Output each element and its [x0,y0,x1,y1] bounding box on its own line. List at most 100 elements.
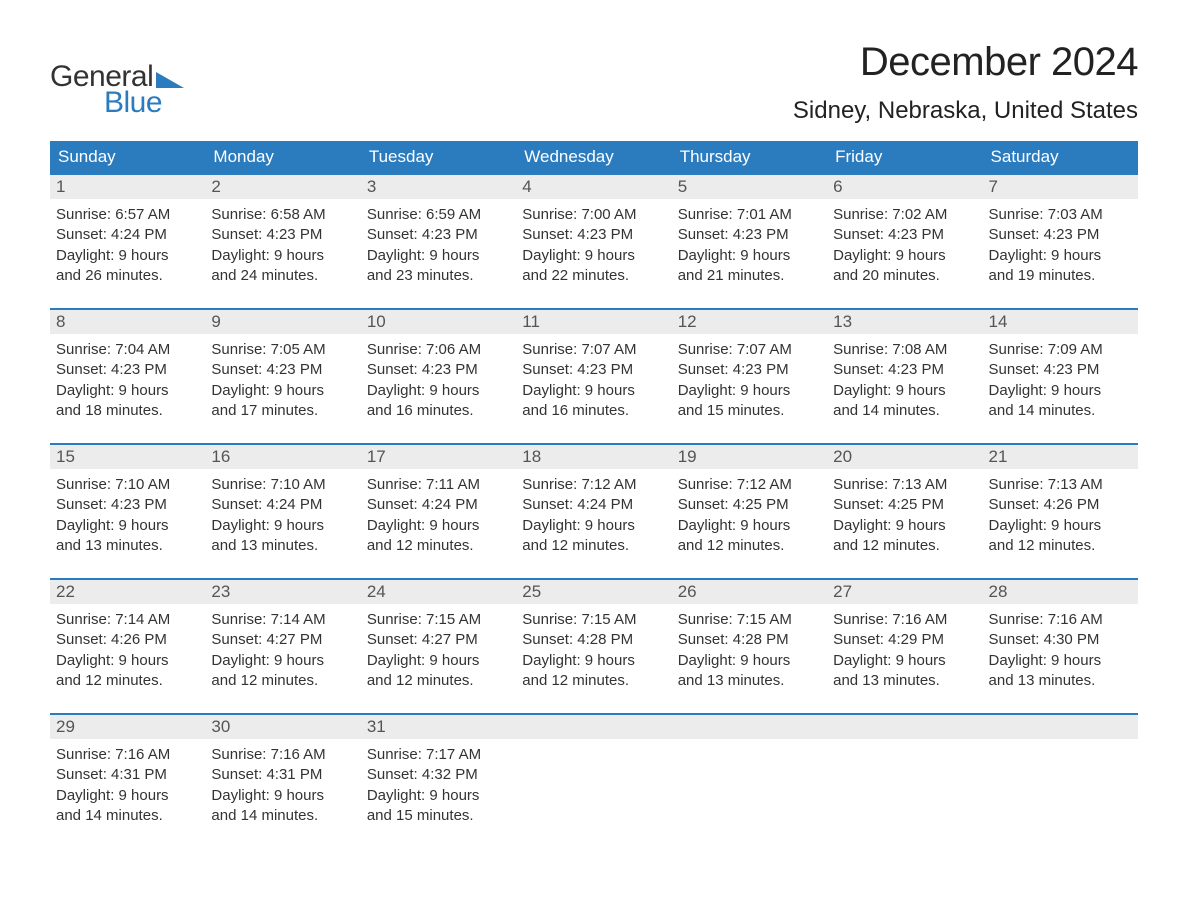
day-body: Sunrise: 7:16 AMSunset: 4:29 PMDaylight:… [827,604,982,695]
sunset-line: Sunset: 4:25 PM [678,495,821,515]
daylight-line-2: and 15 minutes. [678,401,821,421]
daylight-line-1: Daylight: 9 hours [833,381,976,401]
day-body: Sunrise: 7:14 AMSunset: 4:26 PMDaylight:… [50,604,205,695]
sunrise-line: Sunrise: 6:59 AM [367,205,510,225]
day-cell [516,715,671,830]
daylight-line-1: Daylight: 9 hours [211,651,354,671]
sunrise-line: Sunrise: 7:06 AM [367,340,510,360]
dow-header-cell: Saturday [983,141,1138,173]
daylight-line-2: and 26 minutes. [56,266,199,286]
sunrise-line: Sunrise: 7:14 AM [211,610,354,630]
daylight-line-1: Daylight: 9 hours [833,246,976,266]
location-subtitle: Sidney, Nebraska, United States [793,97,1138,125]
day-body [516,739,671,819]
sunset-line: Sunset: 4:23 PM [833,225,976,245]
daylight-line-2: and 14 minutes. [56,806,199,826]
daylight-line-1: Daylight: 9 hours [989,246,1132,266]
daylight-line-1: Daylight: 9 hours [678,381,821,401]
daylight-line-1: Daylight: 9 hours [367,516,510,536]
week-row: 15Sunrise: 7:10 AMSunset: 4:23 PMDayligh… [50,443,1138,560]
day-number: 18 [516,445,671,469]
day-number: 15 [50,445,205,469]
day-body: Sunrise: 6:59 AMSunset: 4:23 PMDaylight:… [361,199,516,290]
daylight-line-1: Daylight: 9 hours [367,381,510,401]
day-cell: 20Sunrise: 7:13 AMSunset: 4:25 PMDayligh… [827,445,982,560]
daylight-line-2: and 13 minutes. [989,671,1132,691]
daylight-line-2: and 19 minutes. [989,266,1132,286]
sunrise-line: Sunrise: 7:16 AM [56,745,199,765]
daylight-line-2: and 17 minutes. [211,401,354,421]
day-number [672,715,827,739]
sunrise-line: Sunrise: 7:10 AM [211,475,354,495]
day-cell: 23Sunrise: 7:14 AMSunset: 4:27 PMDayligh… [205,580,360,695]
day-cell: 2Sunrise: 6:58 AMSunset: 4:23 PMDaylight… [205,175,360,290]
sunset-line: Sunset: 4:23 PM [56,495,199,515]
daylight-line-1: Daylight: 9 hours [211,516,354,536]
daylight-line-1: Daylight: 9 hours [211,786,354,806]
day-number: 8 [50,310,205,334]
day-cell: 5Sunrise: 7:01 AMSunset: 4:23 PMDaylight… [672,175,827,290]
week-row: 8Sunrise: 7:04 AMSunset: 4:23 PMDaylight… [50,308,1138,425]
day-number: 2 [205,175,360,199]
day-cell: 1Sunrise: 6:57 AMSunset: 4:24 PMDaylight… [50,175,205,290]
day-cell: 14Sunrise: 7:09 AMSunset: 4:23 PMDayligh… [983,310,1138,425]
sunset-line: Sunset: 4:30 PM [989,630,1132,650]
day-number: 20 [827,445,982,469]
sunrise-line: Sunrise: 7:15 AM [367,610,510,630]
day-cell [672,715,827,830]
day-number: 7 [983,175,1138,199]
sunrise-line: Sunrise: 7:07 AM [678,340,821,360]
daylight-line-1: Daylight: 9 hours [56,381,199,401]
day-cell: 30Sunrise: 7:16 AMSunset: 4:31 PMDayligh… [205,715,360,830]
day-body: Sunrise: 7:10 AMSunset: 4:23 PMDaylight:… [50,469,205,560]
sunrise-line: Sunrise: 7:16 AM [989,610,1132,630]
daylight-line-1: Daylight: 9 hours [522,516,665,536]
day-cell: 15Sunrise: 7:10 AMSunset: 4:23 PMDayligh… [50,445,205,560]
day-number: 28 [983,580,1138,604]
day-body: Sunrise: 7:11 AMSunset: 4:24 PMDaylight:… [361,469,516,560]
day-body: Sunrise: 7:07 AMSunset: 4:23 PMDaylight:… [516,334,671,425]
sunset-line: Sunset: 4:28 PM [678,630,821,650]
day-body: Sunrise: 6:58 AMSunset: 4:23 PMDaylight:… [205,199,360,290]
sunrise-line: Sunrise: 7:17 AM [367,745,510,765]
day-cell: 19Sunrise: 7:12 AMSunset: 4:25 PMDayligh… [672,445,827,560]
daylight-line-2: and 12 minutes. [211,671,354,691]
day-number: 22 [50,580,205,604]
daylight-line-1: Daylight: 9 hours [678,651,821,671]
day-number: 31 [361,715,516,739]
sunset-line: Sunset: 4:29 PM [833,630,976,650]
day-number: 14 [983,310,1138,334]
sunset-line: Sunset: 4:23 PM [367,225,510,245]
sunrise-line: Sunrise: 7:13 AM [833,475,976,495]
day-number: 21 [983,445,1138,469]
daylight-line-2: and 13 minutes. [211,536,354,556]
daylight-line-1: Daylight: 9 hours [56,651,199,671]
daylight-line-1: Daylight: 9 hours [522,381,665,401]
daylight-line-2: and 15 minutes. [367,806,510,826]
day-body: Sunrise: 7:01 AMSunset: 4:23 PMDaylight:… [672,199,827,290]
day-body [983,739,1138,819]
flag-icon [156,68,184,88]
day-number: 5 [672,175,827,199]
sunrise-line: Sunrise: 6:57 AM [56,205,199,225]
header: General Blue December 2024 Sidney, Nebra… [50,40,1138,125]
sunset-line: Sunset: 4:23 PM [367,360,510,380]
daylight-line-1: Daylight: 9 hours [522,246,665,266]
sunset-line: Sunset: 4:23 PM [522,360,665,380]
dow-header-cell: Sunday [50,141,205,173]
sunset-line: Sunset: 4:24 PM [367,495,510,515]
daylight-line-2: and 18 minutes. [56,401,199,421]
day-body: Sunrise: 7:04 AMSunset: 4:23 PMDaylight:… [50,334,205,425]
daylight-line-1: Daylight: 9 hours [367,246,510,266]
day-number: 13 [827,310,982,334]
weeks-container: 1Sunrise: 6:57 AMSunset: 4:24 PMDaylight… [50,173,1138,830]
daylight-line-1: Daylight: 9 hours [989,381,1132,401]
daylight-line-2: and 12 minutes. [522,671,665,691]
sunset-line: Sunset: 4:31 PM [211,765,354,785]
daylight-line-2: and 14 minutes. [211,806,354,826]
dow-header-cell: Wednesday [516,141,671,173]
sunrise-line: Sunrise: 7:14 AM [56,610,199,630]
daylight-line-1: Daylight: 9 hours [833,516,976,536]
day-body: Sunrise: 7:15 AMSunset: 4:28 PMDaylight:… [516,604,671,695]
daylight-line-2: and 21 minutes. [678,266,821,286]
